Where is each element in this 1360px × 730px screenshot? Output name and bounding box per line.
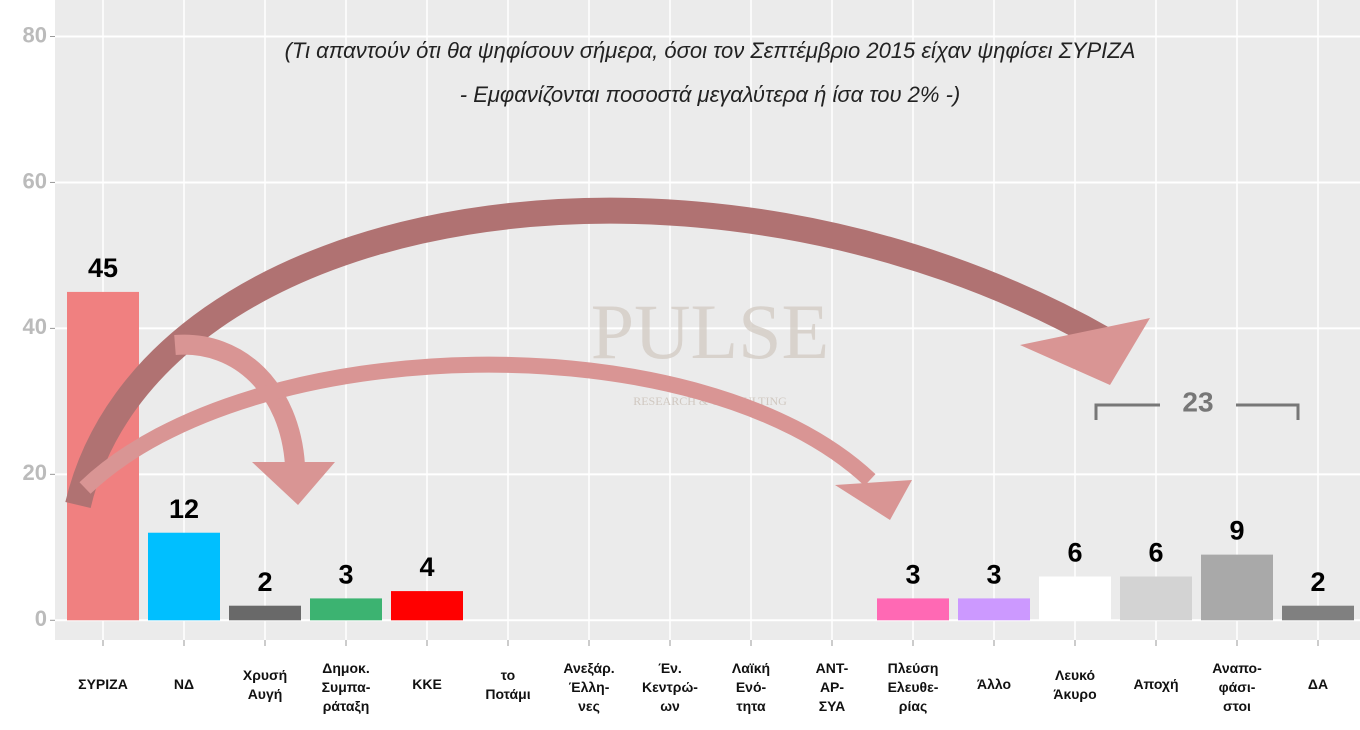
value-label: 3 <box>338 560 353 590</box>
value-label: 2 <box>257 567 272 597</box>
annotation: 23 <box>1182 386 1213 417</box>
value-label: 2 <box>1310 567 1325 597</box>
x-tick-label: ΑΝΤ-ΑΡ-ΣΥΑ <box>816 660 849 714</box>
bar <box>877 598 949 621</box>
subtitle: - Εμφανίζονται ποσοστά μεγαλύτερα ή ίσα … <box>460 82 960 107</box>
y-tick-label: 60 <box>23 168 47 193</box>
value-label: 3 <box>986 560 1001 590</box>
value-label: 6 <box>1148 538 1163 568</box>
bar <box>1282 605 1354 621</box>
x-tick-label: Αναπο-φάσι-στοι <box>1212 660 1262 714</box>
value-label: 4 <box>419 552 434 582</box>
bar <box>1201 554 1273 621</box>
x-tick-label: ΚΚΕ <box>412 676 442 692</box>
y-tick-label: 80 <box>23 22 47 47</box>
watermark: PULSE <box>591 288 829 375</box>
bar <box>310 598 382 621</box>
arrows <box>65 197 1150 520</box>
x-tick-label: ΔΑ <box>1308 676 1328 692</box>
bracket <box>1094 403 1300 420</box>
value-label: 3 <box>905 560 920 590</box>
x-tick-label: Λευκό Άκυρο <box>1053 667 1096 702</box>
y-tick-label: 0 <box>35 606 47 631</box>
value-label: 12 <box>169 494 199 524</box>
arrow <box>79 356 876 494</box>
grid <box>55 0 1360 640</box>
arrow <box>65 197 1112 509</box>
arrow-head <box>835 480 912 520</box>
arrow-head <box>252 462 335 505</box>
bar <box>958 598 1030 621</box>
bar <box>229 605 301 621</box>
bar <box>391 591 463 621</box>
bar <box>148 532 220 621</box>
x-tick-label: Ανεξάρ. Έλλη-νες <box>563 660 614 714</box>
x-tick-label: Δημοκ. Συμπα-ράταξη <box>322 660 371 714</box>
x-tick-label: Λαϊκή Ενό-τητα <box>732 660 770 714</box>
x-tick-label: Πλεύση Ελευθε-ρίας <box>888 660 939 714</box>
y-tick-label: 40 <box>23 314 47 339</box>
bars <box>67 291 1354 621</box>
value-label: 6 <box>1067 538 1082 568</box>
x-tick-label: ΝΔ <box>174 676 194 692</box>
bar <box>1039 576 1111 621</box>
x-tick-label: Χρυσή Αυγή <box>243 667 287 702</box>
value-label: 9 <box>1229 516 1244 546</box>
y-tick-label: 20 <box>23 460 47 485</box>
arrow-head <box>1020 318 1150 385</box>
bar <box>1120 576 1192 621</box>
x-tick-label: Αποχή <box>1133 676 1178 692</box>
x-tick-label: Έν. Κεντρώ-ων <box>642 660 698 714</box>
value-label: 45 <box>88 253 118 283</box>
x-tick-label: το Ποτάμι <box>485 667 530 702</box>
x-tick-label: Άλλο <box>977 676 1011 692</box>
arrow <box>174 334 305 466</box>
x-tick-label: ΣΥΡΙΖΑ <box>78 676 128 692</box>
subtitle: (Τι απαντούν ότι θα ψηφίσουν σήμερα, όσο… <box>285 38 1136 63</box>
